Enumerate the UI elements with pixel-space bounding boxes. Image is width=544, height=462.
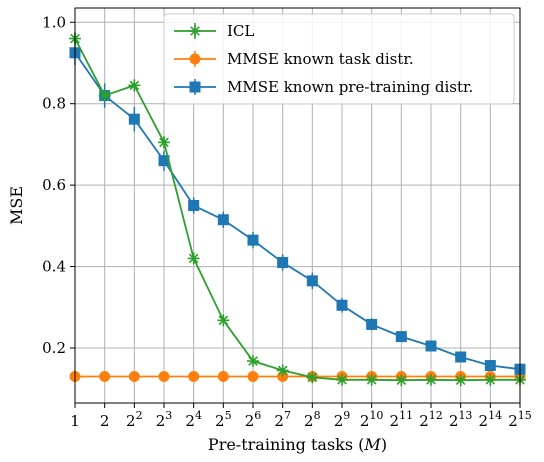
x-tick-label: 24 <box>185 409 202 430</box>
legend-box <box>163 13 515 105</box>
data-point <box>365 373 378 386</box>
legend-entry: MMSE known task distr. <box>174 50 414 68</box>
data-point <box>336 299 348 311</box>
data-point <box>128 371 140 383</box>
x-tick-label: 26 <box>245 409 262 430</box>
legend-marker <box>189 81 201 93</box>
legend: ICL MMSE known task distr. MMSE known pre-… <box>163 13 515 105</box>
data-point <box>484 373 497 386</box>
x-tick-label: 215 <box>508 409 532 430</box>
x-tick-label: 29 <box>334 409 351 430</box>
x-tick-label: 25 <box>215 409 232 430</box>
data-point <box>425 340 437 352</box>
x-tick-label: 2 <box>100 412 110 430</box>
legend-entry: MMSE known pre-training distr. <box>174 78 473 96</box>
legend-label: MMSE known pre-training distr. <box>227 78 473 96</box>
plot-frame <box>74 7 521 404</box>
legend-marker <box>189 53 201 65</box>
data-point <box>128 79 141 92</box>
data-point <box>454 374 467 387</box>
data-point <box>188 200 200 211</box>
data-point <box>158 371 170 383</box>
data-point <box>277 257 289 269</box>
x-tick-label: 212 <box>419 409 443 430</box>
x-axis-label: Pre-training tasks (M) <box>208 435 387 454</box>
data-point <box>336 373 348 386</box>
axis-ticks: 1 2 22 23 24 25 26 27 28 29 210 211 212 213 214 2150.20… <box>42 13 532 430</box>
y-tick-label: 0.6 <box>42 176 66 194</box>
y-tick-label: 0.2 <box>42 339 66 357</box>
data-point <box>306 275 318 287</box>
data-point <box>484 360 496 372</box>
x-tick-label: 211 <box>390 409 414 430</box>
x-tick-label: 23 <box>156 409 173 430</box>
data-point <box>158 136 170 149</box>
legend-marker <box>189 25 201 37</box>
legend-label: ICL <box>227 22 254 40</box>
series-icl <box>69 32 526 387</box>
data-point <box>217 214 229 226</box>
x-tick-label: 214 <box>479 409 503 430</box>
x-tick-label: 1 <box>70 412 80 430</box>
data-point <box>366 318 378 330</box>
data-point <box>217 371 229 383</box>
series-line <box>74 38 520 382</box>
y-tick-label: 0.8 <box>42 95 66 113</box>
data-point <box>247 234 259 246</box>
data-point <box>276 364 289 377</box>
series-line <box>74 52 521 371</box>
data-point <box>395 374 408 387</box>
data-point <box>306 371 319 384</box>
y-tick-label: 0.4 <box>42 258 66 276</box>
data-point <box>187 252 200 265</box>
data-point <box>217 314 230 327</box>
data-point <box>455 351 467 363</box>
data-point <box>247 371 259 383</box>
data-point <box>395 331 407 343</box>
data-point <box>425 373 437 386</box>
data-point <box>99 371 111 383</box>
x-tick-label: 27 <box>274 409 291 430</box>
data-point <box>98 89 111 102</box>
x-tick-label: 213 <box>449 409 473 430</box>
legend-entry: ICL <box>174 22 254 40</box>
data-point <box>188 371 200 383</box>
data-point <box>128 113 140 125</box>
x-tick-label: 22 <box>126 409 143 430</box>
legend-label: MMSE known task distr. <box>227 50 414 68</box>
x-tick-label: 28 <box>304 409 321 430</box>
y-tick-label: 1.0 <box>42 13 66 31</box>
y-axis-label: MSE <box>7 186 26 225</box>
x-tick-label: 210 <box>360 409 384 430</box>
data-point <box>247 355 259 368</box>
